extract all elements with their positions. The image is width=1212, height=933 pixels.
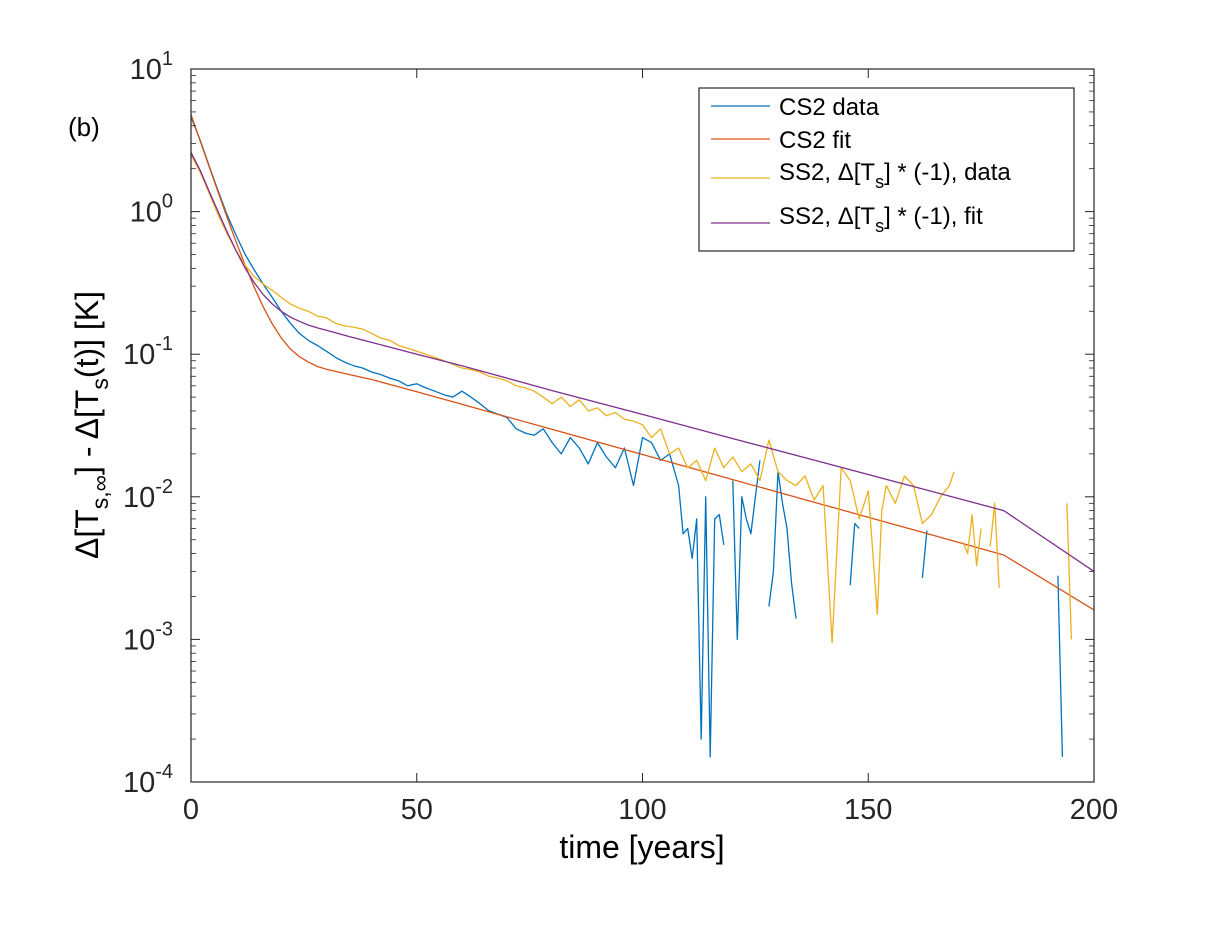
y-tick-label: 10-3 — [123, 618, 173, 656]
y-tick-label: 10-1 — [123, 333, 173, 371]
x-tick-label: 150 — [844, 794, 892, 826]
y-tick-label: 10-4 — [123, 761, 173, 799]
legend-ss2-data-sub: s — [875, 172, 884, 192]
x-tick-label: 200 — [1070, 794, 1118, 826]
y-axis-label: Δ[Ts,∞] - Δ[Ts(t)] [K] — [69, 291, 113, 559]
y-label-part2: ] - Δ[T — [69, 390, 105, 475]
legend-ss2-fit-post: ] * (-1), fit — [884, 203, 983, 230]
legend-label-cs2-fit: CS2 fit — [779, 127, 851, 154]
y-ticks: 10-4 10-3 10-2 10-1 100 101 — [123, 48, 1094, 799]
series-layer — [190, 114, 1095, 758]
x-axis-label: time [years] — [559, 829, 724, 865]
series-line-0 — [190, 116, 1064, 758]
y-label-sub1: s,∞ — [87, 475, 113, 509]
x-tick-label: 100 — [618, 794, 666, 826]
y-label-part3: (t)] [K] — [69, 291, 105, 378]
legend-ss2-fit-sub: s — [875, 216, 884, 236]
legend-label-ss2-fit: SS2, Δ[Ts] * (-1), fit — [779, 203, 983, 236]
y-tick-label: 100 — [130, 191, 173, 229]
x-ticks: 0 50 100 150 200 — [183, 69, 1118, 826]
y-label-part1: Δ[T — [69, 509, 105, 559]
series-line-3 — [190, 152, 1095, 572]
legend-box — [698, 87, 1075, 252]
legend: CS2 data CS2 fit SS2, Δ[Ts] * (-1), data… — [698, 87, 1075, 252]
y-label-sub2: s — [87, 378, 113, 390]
legend-ss2-data-post: ] * (-1), data — [884, 159, 1011, 186]
x-tick-label: 0 — [183, 794, 199, 826]
legend-ss2-fit-pre: SS2, Δ[T — [779, 203, 875, 230]
y-tick-label: 10-2 — [123, 476, 173, 514]
x-tick-label: 50 — [401, 794, 433, 826]
legend-label-ss2-data: SS2, Δ[Ts] * (-1), data — [779, 159, 1011, 192]
series-line-1 — [190, 114, 1095, 611]
series-line-2 — [190, 154, 1073, 644]
y-tick-label: 101 — [130, 48, 173, 86]
legend-ss2-data-pre: SS2, Δ[T — [779, 159, 875, 186]
legend-label-cs2-data: CS2 data — [779, 94, 880, 121]
panel-label: (b) — [68, 112, 100, 142]
